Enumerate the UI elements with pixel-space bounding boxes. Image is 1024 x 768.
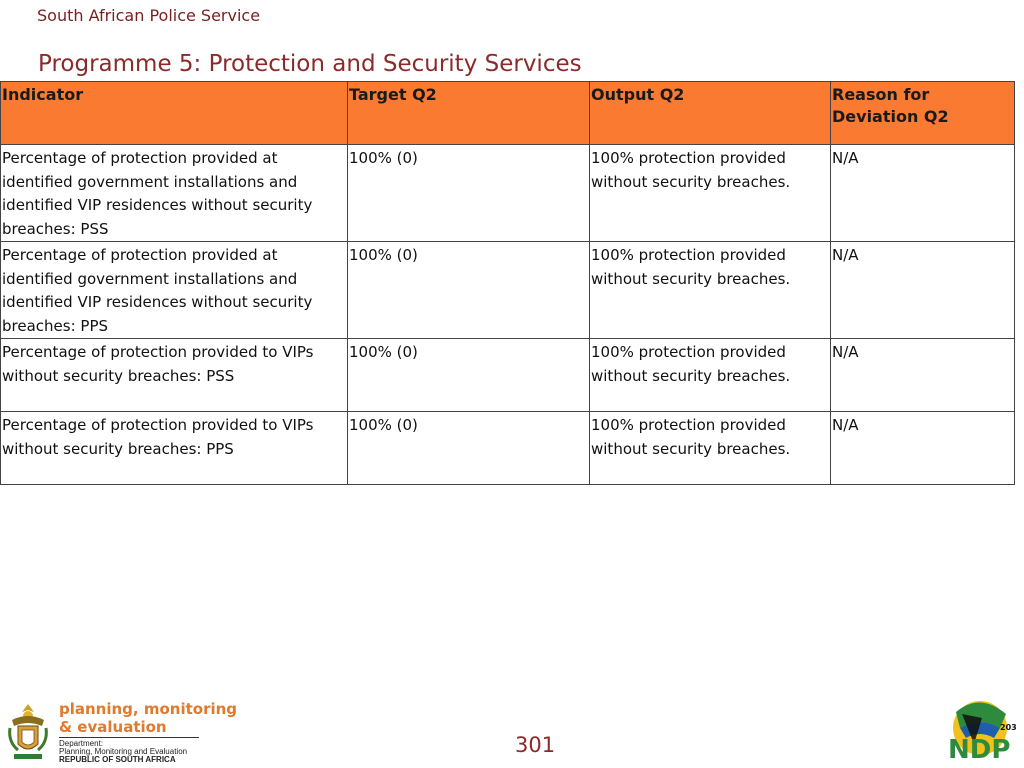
table-header-row: Indicator Target Q2 Output Q2 Reason for… — [0, 81, 1015, 145]
indicator-cell: Percentage of protection provided to VIP… — [0, 411, 348, 485]
reason-cell: N/A — [830, 144, 1015, 242]
target-cell: 100% (0) — [347, 144, 590, 242]
logo-divider — [59, 737, 199, 738]
reason-cell: N/A — [830, 411, 1015, 485]
target-cell: 100% (0) — [347, 411, 590, 485]
ndp-year: 2030 — [1000, 723, 1016, 732]
indicator-cell: Percentage of protection provided at ide… — [0, 144, 348, 242]
indicator-cell: Percentage of protection provided to VIP… — [0, 338, 348, 412]
output-cell: 100% protection provided without securit… — [589, 144, 831, 242]
reason-cell: N/A — [830, 241, 1015, 339]
indicator-table: Indicator Target Q2 Output Q2 Reason for… — [0, 81, 1015, 485]
logo-line-2: & evaluation — [59, 718, 167, 736]
indicator-cell: Percentage of protection provided at ide… — [0, 241, 348, 339]
column-header-reason: Reason for Deviation Q2 — [830, 81, 1015, 145]
table-row: Percentage of protection provided at ide… — [0, 241, 1015, 339]
org-name: South African Police Service — [37, 6, 261, 25]
table-row: Percentage of protection provided to VIP… — [0, 411, 1015, 485]
column-header-indicator: Indicator — [0, 81, 348, 145]
page-number: 301 — [515, 733, 556, 757]
logo-department-name: Planning, Monitoring and Evaluation — [59, 747, 188, 756]
page-title: Programme 5: Protection and Security Ser… — [38, 51, 582, 77]
target-cell: 100% (0) — [347, 338, 590, 412]
dpme-logo: planning, monitoring & evaluation Depart… — [4, 700, 237, 766]
logo-country: REPUBLIC OF SOUTH AFRICA — [59, 755, 176, 764]
reason-cell: N/A — [830, 338, 1015, 412]
output-cell: 100% protection provided without securit… — [589, 411, 831, 485]
output-cell: 100% protection provided without securit… — [589, 338, 831, 412]
logo-department-label: Department: — [59, 739, 104, 748]
output-cell: 100% protection provided without securit… — [589, 241, 831, 339]
ndp-2030-logo: 2030 NDP — [948, 701, 1016, 762]
coat-of-arms-icon — [8, 704, 48, 759]
column-header-target: Target Q2 — [347, 81, 590, 145]
logo-line-1: planning, monitoring — [59, 700, 238, 718]
table-row: Percentage of protection provided to VIP… — [0, 338, 1015, 412]
column-header-output: Output Q2 — [589, 81, 831, 145]
table-row: Percentage of protection provided at ide… — [0, 144, 1015, 242]
ndp-label: NDP — [948, 735, 1010, 762]
target-cell: 100% (0) — [347, 241, 590, 339]
